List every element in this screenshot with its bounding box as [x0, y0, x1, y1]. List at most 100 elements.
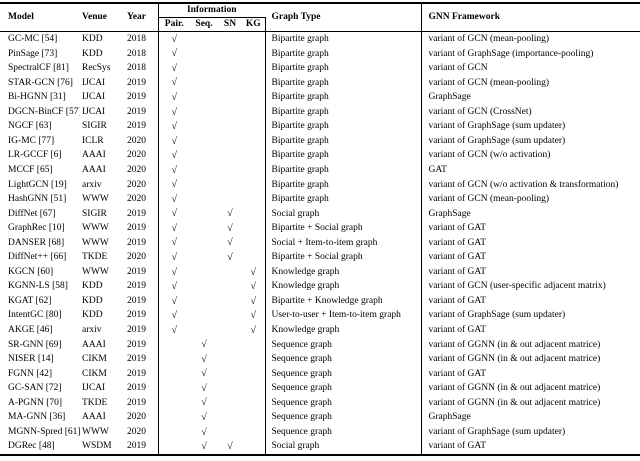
kg-checkmark: [242, 366, 266, 382]
graph-type-cell: User-to-user + Item-to-item graph: [265, 308, 422, 323]
kg-checkmark: [242, 221, 266, 236]
pair-checkmark: [158, 381, 190, 396]
framework-cell: GraphSage: [428, 92, 471, 103]
venue-cell: SIGIR: [82, 208, 107, 219]
sn-checkmark: [218, 425, 242, 440]
sn-checkmark: [218, 265, 242, 280]
sn-checkmark: [218, 163, 242, 178]
kg-checkmark: [242, 235, 266, 251]
framework-cell: variant of GraphSage (importance-pooling…: [428, 48, 594, 59]
seq-checkmark: [190, 221, 218, 236]
kg-checkmark: [242, 104, 266, 120]
pair-checkmark: [158, 337, 190, 352]
venue-cell: CIKM: [82, 354, 107, 365]
venue-cell: arxiv: [82, 179, 102, 190]
model-cell: DiffNet++ [66]: [8, 252, 67, 263]
framework-cell: variant of GGNN (in & out adjacent matri…: [428, 397, 601, 408]
model-cell: IG-MC [77]: [8, 135, 55, 146]
year-cell: 2020: [124, 148, 159, 163]
seq-checkmark: [190, 294, 218, 309]
kg-checkmark: √: [242, 322, 266, 338]
kg-checkmark: [242, 206, 266, 222]
kg-checkmark: [242, 250, 266, 265]
seq-checkmark: [190, 177, 218, 192]
pair-checkmark: [158, 425, 190, 440]
graph-type-cell: Social graph: [265, 206, 422, 222]
model-cell: NISER [14]: [8, 354, 54, 365]
pair-checkmark: √: [171, 91, 178, 103]
year-cell: 2019: [124, 366, 159, 382]
year-cell: 2019: [124, 337, 159, 353]
graph-type-cell: Sequence graph: [265, 424, 422, 440]
framework-cell: GAT: [428, 164, 447, 175]
graph-type-cell: Bipartite + Knowledge graph: [265, 293, 422, 309]
year-cell: 2019: [124, 352, 159, 367]
column-header-sn: SN: [223, 19, 237, 30]
seq-checkmark: √: [201, 368, 207, 380]
model-cell: A-PGNN [70]: [8, 397, 63, 408]
framework-cell: variant of GCN (CrossNet): [428, 106, 532, 117]
pair-checkmark: [158, 439, 190, 455]
model-cell: KGNN-LS [58]: [8, 281, 68, 292]
model-cell: DANSER [68]: [8, 237, 65, 248]
model-cell: IntentGC [80]: [8, 310, 62, 321]
year-cell: 2019: [124, 381, 159, 396]
table-row: PinSage [73] KDD 2018 √ Bipartite graph varia…: [0, 46, 640, 62]
sn-checkmark: [218, 47, 242, 62]
framework-cell: variant of GCN (w/o activation): [428, 150, 551, 161]
framework-cell: variant of GCN (mean-pooling): [428, 194, 550, 205]
pair-checkmark: √: [171, 150, 178, 162]
pair-checkmark: √: [171, 106, 178, 118]
seq-checkmark: [190, 119, 218, 134]
pair-checkmark: √: [171, 208, 178, 220]
venue-cell: IJCAI: [82, 106, 106, 117]
framework-cell: variant of GCN (w/o activation & transfo…: [428, 179, 619, 190]
table-row: GC-MC [54] KDD 2018 √ Bipartite graph variant…: [0, 31, 640, 47]
pair-checkmark: √: [171, 164, 178, 176]
table-row: DiffNet++ [66] TKDE 2020 √ √ Bipartite + Soci…: [0, 250, 640, 265]
pair-checkmark: √: [171, 237, 178, 249]
sn-checkmark: √: [227, 441, 233, 453]
sn-checkmark: √: [227, 208, 233, 220]
year-cell: 2019: [124, 279, 159, 294]
sn-checkmark: √: [227, 222, 233, 234]
year-cell: 2019: [124, 322, 159, 338]
graph-type-cell: Social + Item-to-item graph: [265, 235, 422, 251]
column-header-year: Year: [124, 3, 159, 32]
venue-cell: KDD: [82, 48, 103, 59]
kg-checkmark: [242, 381, 266, 396]
sn-checkmark: [218, 105, 242, 120]
seq-checkmark: [190, 236, 218, 251]
graph-type-cell: Bipartite + Social graph: [265, 250, 422, 265]
pair-checkmark: √: [171, 324, 178, 336]
framework-cell: variant of GraphSage (sum updater): [428, 135, 566, 146]
table-body: GC-MC [54] KDD 2018 √ Bipartite graph variant…: [0, 31, 640, 455]
seq-checkmark: [190, 105, 218, 120]
sn-checkmark: [218, 279, 242, 294]
year-cell: 2018: [124, 46, 159, 62]
sn-checkmark: [218, 119, 242, 134]
year-cell: 2019: [124, 75, 159, 91]
sn-checkmark: [218, 90, 242, 105]
table-row: MGNN-Spred [61] WWW 2020 √ Sequence graph var…: [0, 424, 640, 440]
venue-cell: IJCAI: [82, 383, 106, 394]
sn-checkmark: [218, 61, 242, 76]
table-row: LR-GCCF [6] AAAI 2020 √ Bipartite graph varia…: [0, 148, 640, 163]
pair-checkmark: √: [171, 310, 178, 322]
year-cell: 2020: [124, 133, 159, 149]
kg-checkmark: [242, 162, 266, 178]
graph-type-cell: Sequence graph: [265, 381, 422, 396]
kg-checkmark: [242, 119, 266, 134]
pair-checkmark: [158, 396, 190, 411]
graph-type-cell: Bipartite graph: [265, 46, 422, 62]
year-cell: 2019: [124, 264, 159, 280]
seq-checkmark: [190, 32, 218, 47]
sn-checkmark: [218, 367, 242, 382]
sn-checkmark: [218, 308, 242, 323]
pair-checkmark: √: [171, 222, 178, 234]
venue-cell: IJCAI: [82, 77, 106, 88]
pair-checkmark: [158, 410, 190, 425]
seq-checkmark: √: [201, 441, 207, 453]
sn-checkmark: [218, 177, 242, 192]
